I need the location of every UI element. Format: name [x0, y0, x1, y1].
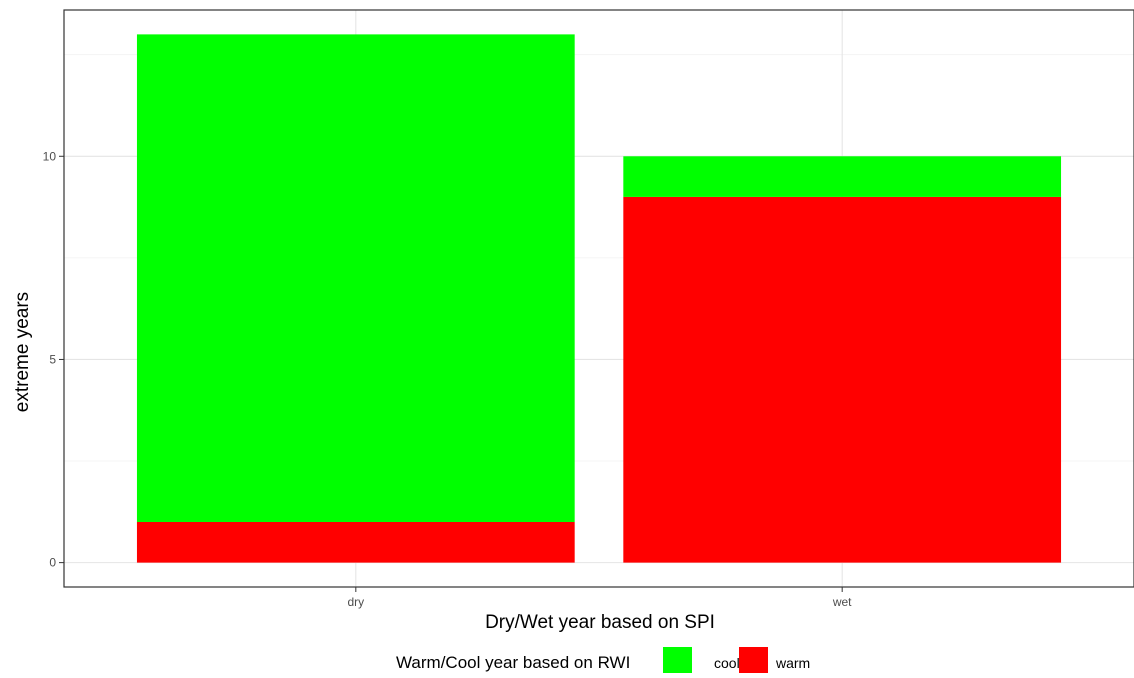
y-tick-label: 5	[49, 352, 56, 366]
bar-dry-warm	[136, 521, 575, 563]
plot-panel-border	[63, 9, 1134, 588]
x-axis-title: Dry/Wet year based on SPI	[485, 612, 715, 633]
y-axis-title: extreme years	[12, 292, 33, 412]
bar-wet-warm	[623, 196, 1062, 563]
legend-title: Warm/Cool year based on RWI	[396, 653, 630, 672]
legend-swatch-warm	[739, 647, 768, 673]
bar-dry-cool	[136, 34, 575, 522]
x-axis-ticks: dry wet	[347, 587, 852, 609]
y-tick-label: 0	[49, 556, 56, 570]
x-tick-label-dry: dry	[347, 595, 364, 609]
bar-wet-cool	[623, 156, 1062, 197]
y-tick-label: 10	[43, 149, 57, 163]
legend-label-warm: warm	[775, 655, 810, 671]
legend: Warm/Cool year based on RWI cool warm	[396, 647, 810, 673]
legend-swatch-cool	[663, 647, 692, 673]
x-tick-label-wet: wet	[832, 595, 852, 609]
bars	[136, 34, 1062, 563]
y-axis-ticks: 0 5 10	[43, 149, 64, 570]
legend-label-cool: cool	[714, 655, 740, 671]
